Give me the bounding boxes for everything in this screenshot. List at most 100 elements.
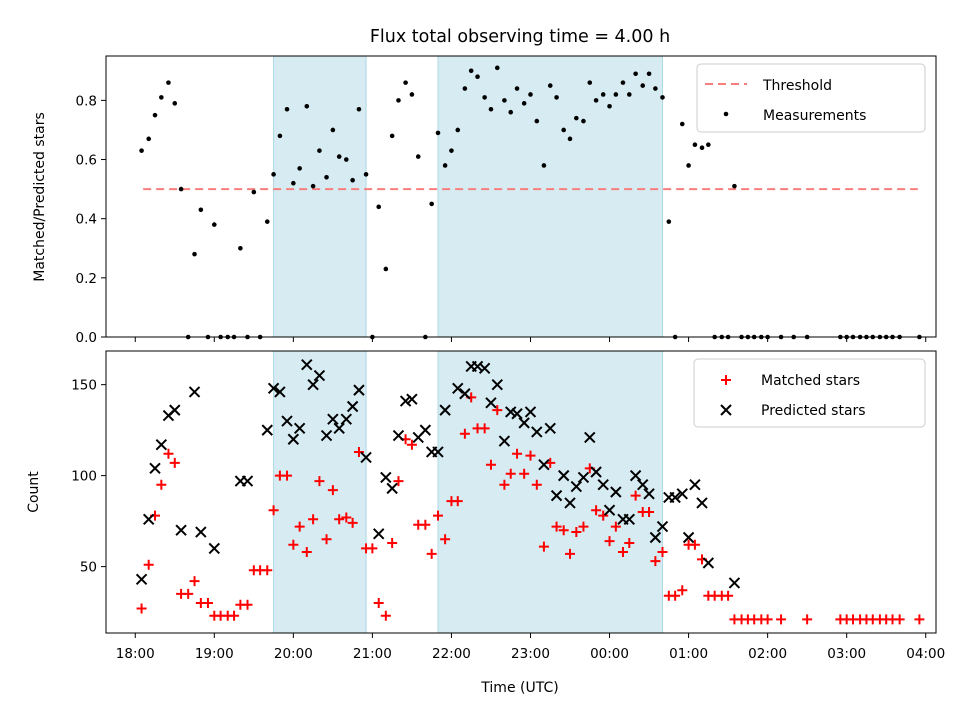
- matched-star-point: [262, 565, 273, 576]
- predicted-star-point: [346, 400, 359, 413]
- predicted-star-point: [557, 469, 570, 482]
- measurement-point: [449, 148, 454, 153]
- legend-matched-swatch: [721, 375, 731, 385]
- predicted-star-point: [531, 426, 543, 438]
- predicted-star-point: [577, 471, 590, 484]
- legend-box: [693, 358, 926, 428]
- legend-box: [696, 63, 926, 133]
- matched-star-point: [644, 507, 655, 518]
- measurement-point: [660, 95, 665, 100]
- matched-star-point: [479, 423, 490, 434]
- matched-star-point: [143, 559, 154, 570]
- matched-star-point: [440, 534, 451, 545]
- predicted-star-point: [313, 369, 326, 382]
- predicted-star-point: [195, 526, 207, 538]
- matched-star-point: [723, 590, 734, 601]
- matched-star-point: [914, 614, 925, 625]
- matched-star-point: [341, 512, 352, 523]
- matched-star-point: [406, 439, 417, 450]
- measurement-point: [488, 106, 494, 112]
- predicted-star-point: [169, 404, 181, 416]
- predicted-star-point: [603, 504, 616, 516]
- x-tick-label: 22:00: [432, 646, 471, 662]
- measurement-point: [666, 219, 672, 224]
- measurement-point: [482, 95, 487, 100]
- measurement-point: [581, 118, 586, 124]
- predicted-star-point: [676, 488, 688, 500]
- measurement-point: [284, 106, 290, 112]
- measurement-point: [468, 68, 474, 74]
- matched-star-point: [591, 505, 602, 516]
- predicted-star-point: [287, 433, 300, 445]
- predicted-star-point: [597, 479, 609, 491]
- predicted-star-point: [498, 435, 511, 447]
- predicted-star-point: [175, 524, 187, 536]
- predicted-star-point: [637, 479, 649, 491]
- y-tick-label: 0.6: [76, 153, 97, 169]
- predicted-star-point: [564, 497, 576, 509]
- measurement-point: [502, 98, 507, 103]
- predicted-star-point: [274, 386, 286, 398]
- predicted-star-point: [281, 415, 293, 427]
- matched-star-point: [617, 547, 628, 558]
- measurement-point: [178, 186, 184, 192]
- matched-star-point: [657, 547, 668, 558]
- measurement-point: [310, 183, 316, 189]
- predicted-star-point: [696, 497, 708, 509]
- matched-star-point: [426, 548, 437, 559]
- predicted-star-point: [518, 417, 530, 429]
- predicted-star-point: [142, 513, 155, 525]
- predicted-star-point: [399, 395, 412, 407]
- predicted-star-point: [419, 424, 432, 436]
- y-tick-label: 150: [71, 378, 97, 394]
- predicted-star-point: [550, 489, 563, 502]
- predicted-star-point: [538, 459, 550, 471]
- predicted-star-point: [459, 388, 471, 400]
- measurement-point: [317, 148, 322, 153]
- measurement-point: [699, 145, 705, 150]
- y-tick-label: 100: [71, 469, 97, 485]
- measurement-point: [514, 86, 520, 91]
- measurement-point: [396, 98, 401, 103]
- x-tick-label: 02:00: [748, 646, 787, 662]
- matched-star-point: [242, 599, 253, 610]
- shaded-interval: [437, 55, 663, 338]
- matched-star-point: [314, 476, 325, 487]
- x-tick-label: 00:00: [590, 646, 629, 662]
- predicted-star-point: [452, 382, 464, 395]
- matched-star-point: [525, 450, 536, 461]
- matched-star-point: [189, 576, 200, 587]
- matched-star-point: [393, 476, 404, 487]
- predicted-star-point: [485, 397, 497, 409]
- measurement-point: [541, 163, 547, 168]
- y-tick-label: 0.2: [76, 271, 97, 287]
- matched-star-point: [677, 585, 688, 596]
- legend-matched-label: Matched stars: [761, 373, 860, 389]
- matched-star-point: [373, 597, 384, 608]
- predicted-star-point: [380, 471, 392, 484]
- matched-star-point: [282, 470, 293, 481]
- x-tick-label: 01:00: [669, 646, 708, 662]
- bottom-panel: 50 100 150 18:00 19:00 20:00 21:00 22:00 23:00 00…: [71, 350, 945, 662]
- predicted-star-point: [261, 424, 273, 436]
- measurement-point: [330, 127, 336, 133]
- measurement-point: [363, 172, 369, 177]
- matched-star-point: [459, 428, 470, 439]
- axes-frame: [105, 350, 937, 634]
- predicted-star-point: [155, 438, 168, 451]
- measurement-point: [521, 101, 527, 106]
- measurement-point: [534, 118, 540, 124]
- measurement-point: [139, 148, 144, 153]
- measurement-point: [547, 83, 553, 88]
- shaded-interval: [273, 350, 367, 634]
- matched-star-point: [565, 548, 576, 559]
- measurement-point: [336, 154, 342, 159]
- bottom-legend: Matched stars Predicted stars: [693, 358, 926, 428]
- measurement-point: [574, 115, 579, 121]
- predicted-star-point: [478, 362, 491, 374]
- measurement-point: [277, 133, 283, 139]
- matched-star-point: [538, 541, 549, 552]
- matched-star-point: [327, 485, 338, 496]
- matched-star-point: [571, 527, 582, 538]
- matched-star-point: [492, 405, 503, 416]
